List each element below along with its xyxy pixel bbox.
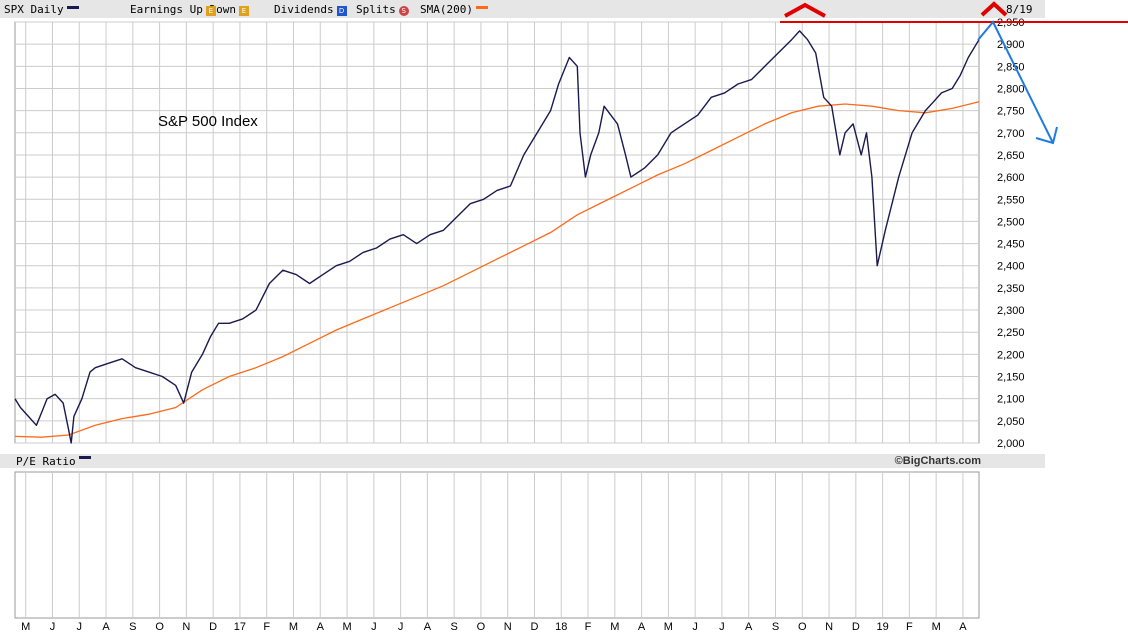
spx-price-line: [14, 30, 980, 444]
projection-arrow-line: [977, 20, 1054, 144]
x-tick-label: A: [102, 621, 110, 633]
chart-title: S&P 500 Index: [158, 113, 258, 130]
legend-bar: SPX Daily Earnings Up E Down E Dividends D …: [0, 0, 1045, 18]
credit-label: ©BigCharts.com: [894, 455, 981, 467]
splits-icon: S: [398, 6, 409, 16]
y-tick-label: 2,150: [997, 372, 1025, 384]
y-tick-label: 2,750: [997, 106, 1025, 118]
y-tick-label: 2,650: [997, 150, 1025, 162]
x-tick-label: A: [638, 621, 646, 633]
earnings-up-label: Up: [189, 3, 203, 16]
x-tick-label: M: [932, 621, 941, 633]
x-tick-label: S: [129, 621, 136, 633]
y-tick-label: 2,350: [997, 283, 1025, 295]
splits-legend: Splits S: [356, 3, 409, 16]
price-swatch: [66, 6, 79, 9]
projection-arrow-head: [1035, 126, 1058, 145]
earnings-down-label: Down: [209, 3, 236, 16]
x-tick-label: J: [77, 621, 83, 633]
x-tick-label: D: [852, 621, 860, 633]
x-tick-label: O: [798, 621, 807, 633]
y-tick-label: 2,200: [997, 349, 1025, 361]
x-tick-label: D: [209, 621, 217, 633]
y-tick-label: 2,600: [997, 172, 1025, 184]
x-tick-label: F: [906, 621, 913, 633]
x-tick-label: A: [317, 621, 325, 633]
y-tick-label: 2,100: [997, 394, 1025, 406]
x-tick-label: N: [182, 621, 190, 633]
symbol-label: SPX Daily: [4, 3, 79, 16]
price-plot-frame: [14, 21, 980, 444]
x-tick-label: M: [21, 621, 30, 633]
y-tick-label: 2,250: [997, 327, 1025, 339]
y-axis-ticks: 2,000 2,050 2,100 2,150 2,200 2,250 2,300 2,350…: [997, 17, 1025, 450]
dividends-icon: D: [336, 6, 347, 16]
x-tick-label: J: [371, 621, 377, 633]
earnings-legend: Earnings Up E Down E: [130, 3, 249, 16]
x-tick-label: S: [450, 621, 457, 633]
y-tick-label: 2,450: [997, 239, 1025, 251]
x-tick-label: J: [398, 621, 404, 633]
x-tick-label: F: [585, 621, 592, 633]
x-tick-label: A: [745, 621, 753, 633]
pe-grid-vertical: [25, 472, 964, 618]
y-tick-label: 2,400: [997, 261, 1025, 273]
x-tick-label: 18: [555, 621, 567, 633]
x-tick-label: F: [263, 621, 270, 633]
y-tick-label: 2,950: [997, 17, 1025, 29]
x-tick-label: J: [719, 621, 725, 633]
x-tick-label: J: [692, 621, 698, 633]
price-grid-horizontal: [15, 21, 979, 444]
pe-plot-frame: [14, 471, 980, 619]
y-tick-label: 2,500: [997, 216, 1025, 228]
x-tick-label: S: [772, 621, 779, 633]
y-tick-label: 2,300: [997, 305, 1025, 317]
x-tick-label: A: [424, 621, 432, 633]
sma-legend: SMA(200): [420, 3, 488, 16]
earnings-up-icon: E: [205, 6, 216, 16]
y-tick-label: 2,550: [997, 194, 1025, 206]
pe-label: P/E Ratio: [16, 455, 91, 468]
dividends-legend: Dividends D: [274, 3, 347, 16]
price-grid-vertical: [25, 22, 964, 443]
x-axis-ticks: M J J A S O N D 17 F M A M J J A S O N D 18 F M A M J J A S O N D 19 F M A: [21, 621, 967, 633]
x-tick-label: M: [610, 621, 619, 633]
earnings-down-icon: E: [238, 6, 249, 16]
x-tick-label: N: [825, 621, 833, 633]
y-tick-label: 2,800: [997, 83, 1025, 95]
x-tick-label: M: [289, 621, 298, 633]
x-tick-label: 19: [876, 621, 888, 633]
y-tick-label: 2,850: [997, 61, 1025, 73]
x-tick-label: M: [664, 621, 673, 633]
sma-swatch: [475, 6, 488, 9]
y-tick-label: 2,000: [997, 438, 1025, 450]
sma-200-line: [14, 101, 980, 438]
x-tick-label: N: [504, 621, 512, 633]
x-tick-label: M: [342, 621, 351, 633]
earnings-label: Earnings: [130, 3, 183, 16]
x-tick-label: 17: [234, 621, 246, 633]
y-tick-label: 2,700: [997, 128, 1025, 140]
pe-swatch: [78, 456, 91, 459]
y-tick-label: 2,900: [997, 39, 1025, 51]
x-tick-label: J: [50, 621, 56, 633]
x-tick-label: A: [959, 621, 967, 633]
y-tick-label: 2,050: [997, 416, 1025, 428]
x-tick-label: O: [155, 621, 164, 633]
pe-bar: P/E Ratio ©BigCharts.com: [0, 454, 1045, 468]
x-tick-label: D: [531, 621, 539, 633]
x-tick-label: O: [477, 621, 486, 633]
date-fragment: 8/19: [1006, 3, 1033, 16]
